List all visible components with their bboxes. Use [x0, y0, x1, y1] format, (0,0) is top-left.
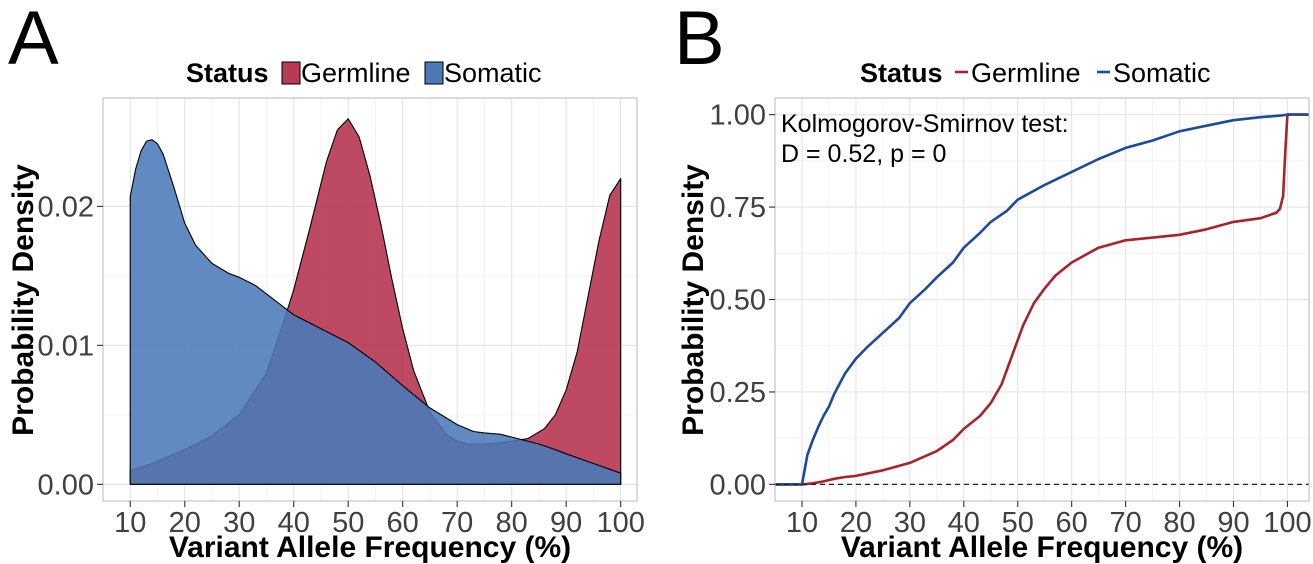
x-tick-label: 40 — [278, 507, 310, 539]
x-tick-label: 40 — [948, 507, 980, 539]
panel-b: B 0.00 0.25 0.50 0.75 1.00 10 20 30 40 50 60 70 80 90 1… — [674, 0, 1312, 564]
legend-label-germline: Germline — [301, 58, 411, 88]
plot-frame — [102, 97, 638, 502]
x-tick-label: 20 — [840, 507, 872, 539]
x-axis-title: Variant Allele Frequency (%) — [841, 531, 1243, 564]
y-tick-label: 0.25 — [710, 377, 766, 409]
y-tick-label: 0.02 — [38, 191, 94, 223]
x-tick-label: 50 — [332, 507, 364, 539]
panel-letter: A — [8, 0, 59, 81]
x-tick-label: 90 — [1217, 507, 1249, 539]
ks-test-annotation-line-1: Kolmogorov-Smirnov test: — [781, 110, 1069, 138]
x-tick-label: 70 — [1109, 507, 1141, 539]
x-tick-label: 60 — [1056, 507, 1088, 539]
ecdf-line-somatic — [775, 113, 1309, 486]
y-tick-label: 0.00 — [710, 469, 766, 501]
legend-label-germline: Germline — [971, 58, 1081, 88]
x-tick-label: 90 — [550, 507, 582, 539]
y-tick-label: 1.00 — [710, 100, 766, 132]
legend-title: Status — [860, 58, 943, 88]
x-tick-label: 100 — [596, 507, 644, 539]
y-tick-label: 0.01 — [38, 330, 94, 362]
y-tick-label: 0.50 — [710, 285, 766, 317]
legend-title: Status — [186, 58, 269, 88]
y-axis-title: Probability Density — [677, 164, 710, 436]
y-tick-label: 0.00 — [38, 469, 94, 501]
x-tick-label: 80 — [496, 507, 528, 539]
y-axis-title: Probability Density — [7, 164, 40, 436]
x-tick-label: 10 — [114, 507, 146, 539]
ecdf-line-germline — [775, 113, 1309, 486]
x-tick-label: 30 — [894, 507, 926, 539]
x-tick-label: 80 — [1163, 507, 1195, 539]
legend-swatch-somatic — [424, 61, 444, 85]
x-tick-label: 50 — [1002, 507, 1034, 539]
x-tick-label: 60 — [387, 507, 419, 539]
x-axis-title: Variant Allele Frequency (%) — [169, 531, 571, 564]
legend-label-somatic: Somatic — [444, 58, 542, 88]
x-tick-label: 100 — [1263, 507, 1311, 539]
panel-letter: B — [674, 0, 725, 81]
legend-swatch-germline — [281, 61, 301, 85]
density-area-somatic — [129, 139, 622, 485]
y-tick-label: 0.75 — [710, 192, 766, 224]
ks-test-annotation-line-2: D = 0.52, p = 0 — [781, 140, 946, 168]
x-tick-label: 20 — [169, 507, 201, 539]
x-tick-label: 30 — [223, 507, 255, 539]
x-tick-label: 70 — [441, 507, 473, 539]
panel-a: A 0.00 0.01 0.02 10 20 30 40 50 60 70 80 90 100 Varian… — [7, 0, 645, 564]
x-tick-label: 10 — [786, 507, 818, 539]
legend-label-somatic: Somatic — [1113, 58, 1211, 88]
